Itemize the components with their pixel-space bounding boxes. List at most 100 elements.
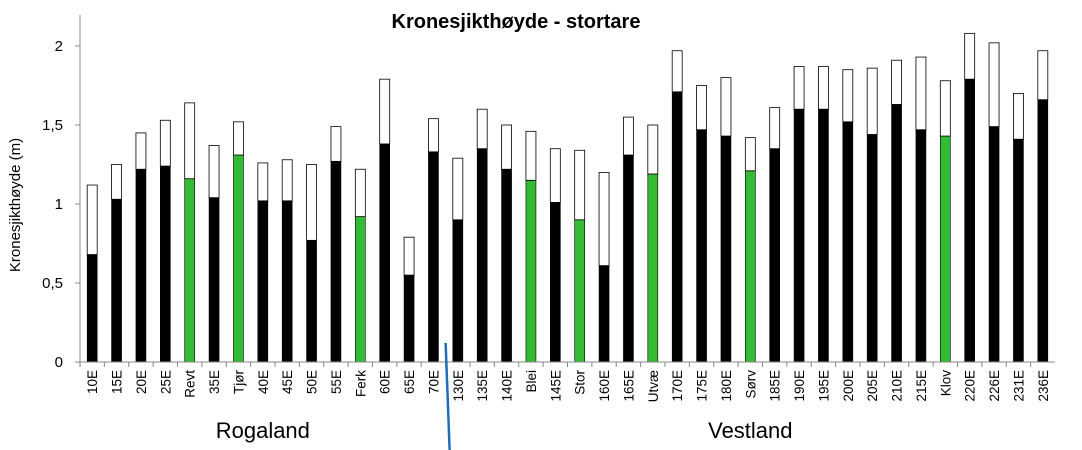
bar-upper — [720, 77, 732, 137]
x-tick-label: 25E — [158, 370, 173, 394]
region-label: Rogaland — [216, 418, 310, 443]
bar-lower — [891, 104, 902, 363]
bar-lower — [1037, 99, 1049, 363]
bar-lower — [1013, 138, 1024, 363]
region-divider — [444, 342, 451, 450]
bar-upper — [233, 121, 244, 156]
x-tick-label: 130E — [451, 370, 466, 402]
x-tick-label: Revt — [183, 370, 198, 398]
x-tick-label: 45E — [280, 370, 295, 394]
y-axis-label: Kronesjikthøyde (m) — [7, 138, 24, 272]
bar-upper — [549, 148, 561, 203]
x-tick-label: 15E — [110, 370, 125, 394]
x-tick-label: Ferk — [353, 370, 368, 397]
bar-upper — [379, 78, 391, 145]
bar-lower — [745, 170, 756, 363]
y-tick-label: 1 — [55, 196, 63, 213]
x-tick-label: 185E — [768, 370, 783, 402]
bar-upper — [598, 171, 610, 267]
bar-upper — [696, 85, 707, 131]
x-tick-label: 135E — [475, 370, 490, 402]
x-tick-label: 20E — [134, 370, 149, 394]
bar-lower — [86, 254, 98, 363]
bar-upper — [86, 184, 98, 255]
x-tick-label: 65E — [402, 370, 417, 394]
bar-lower — [501, 168, 512, 363]
y-axis-ticks: 0 0,5 1 1,5 2 — [42, 38, 80, 371]
x-tick-label: 226E — [987, 370, 1002, 402]
bar-lower — [671, 91, 683, 363]
bar-lower — [306, 240, 317, 363]
bar-lower — [598, 265, 610, 363]
bar-upper — [428, 118, 439, 153]
x-tick-label: Utvæ — [646, 370, 661, 402]
bar-lower — [111, 198, 122, 363]
bar-lower — [525, 180, 537, 363]
bar-lower — [842, 121, 854, 363]
bar-lower — [160, 165, 171, 363]
bar-upper — [769, 107, 781, 150]
bar-upper — [793, 66, 805, 110]
bar-upper — [915, 56, 927, 131]
bar-lower — [281, 200, 293, 363]
x-tick-label: Blei — [524, 370, 539, 393]
bar-upper — [744, 137, 756, 172]
bar-lower — [208, 197, 220, 363]
x-tick-label: Sørv — [743, 370, 758, 399]
bar-lower — [550, 202, 561, 363]
bar-upper — [135, 132, 147, 170]
bar-lower — [257, 200, 269, 363]
x-tick-label: 145E — [548, 370, 563, 402]
bar-upper — [842, 69, 854, 123]
bar-lower — [330, 161, 342, 363]
bar-upper — [1013, 93, 1024, 140]
bar-lower — [793, 108, 805, 363]
x-tick-label: Klov — [938, 370, 953, 397]
bar-lower — [135, 168, 147, 363]
bars — [86, 32, 1049, 363]
x-tick-label: 210E — [890, 370, 905, 402]
x-tick-label: Stor — [573, 370, 588, 395]
bar-lower — [940, 135, 951, 363]
bar-upper — [964, 32, 976, 80]
bar-upper — [184, 102, 196, 180]
bar-upper — [891, 59, 902, 105]
y-tick-label: 0 — [55, 354, 63, 371]
bar-upper — [208, 145, 220, 199]
x-tick-label: 35E — [207, 370, 222, 394]
bar-upper — [281, 159, 293, 202]
x-tick-label: 220E — [963, 370, 978, 402]
bar-upper — [476, 108, 488, 150]
x-tick-label: 160E — [597, 370, 612, 402]
bar-upper — [1037, 50, 1049, 101]
bar-lower — [988, 126, 1000, 363]
x-tick-label: 50E — [305, 370, 320, 394]
x-tick-label: 200E — [841, 370, 856, 402]
bar-upper — [988, 42, 1000, 127]
bar-upper — [623, 116, 634, 156]
bar-lower — [403, 274, 415, 363]
y-tick-label: 0,5 — [42, 275, 63, 292]
bar-upper — [354, 168, 366, 218]
x-tick-label: 205E — [865, 370, 880, 402]
y-tick-label: 2 — [55, 38, 63, 55]
x-tick-label: 195E — [816, 370, 831, 402]
x-tick-label: 175E — [695, 370, 710, 402]
bar-lower — [720, 135, 732, 363]
bar-upper — [866, 67, 878, 135]
bar-upper — [111, 164, 122, 200]
x-tick-label: 165E — [621, 370, 636, 402]
bar-lower — [355, 216, 366, 363]
x-tick-label: 180E — [719, 370, 734, 402]
x-tick-label: 215E — [914, 370, 929, 402]
bar-lower — [574, 219, 585, 363]
bar-lower — [964, 78, 975, 363]
x-tick-label: 60E — [378, 370, 393, 394]
bar-upper — [671, 50, 683, 93]
region-label: Vestland — [708, 418, 792, 443]
bar-upper — [403, 236, 415, 276]
bar-lower — [769, 148, 780, 363]
bar-upper — [501, 124, 512, 170]
bar-lower — [379, 143, 390, 363]
